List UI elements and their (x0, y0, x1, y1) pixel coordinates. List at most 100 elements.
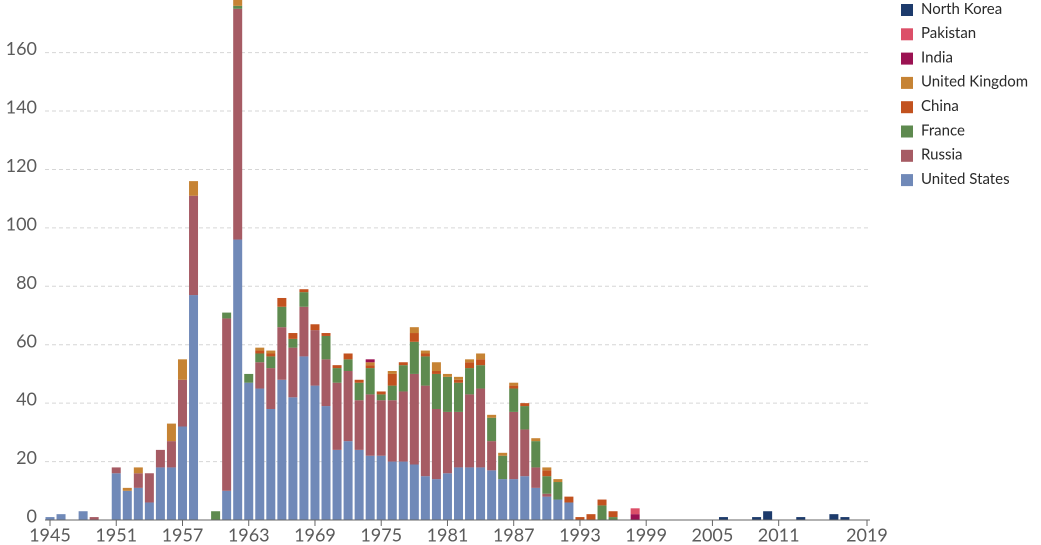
bar-segment (398, 461, 408, 520)
bar-segment (431, 371, 441, 374)
bar-segment (454, 467, 463, 520)
bar-segment (310, 324, 320, 331)
bar-segment (288, 397, 298, 520)
bar-segment (630, 514, 640, 520)
y-tick-label: 40 (16, 388, 37, 410)
bar-segment (531, 487, 541, 520)
bar-segment (597, 505, 607, 520)
bar-segment (531, 438, 541, 442)
bar-segment (233, 239, 243, 520)
bar-segment (189, 195, 199, 296)
bar-segment (222, 490, 232, 520)
bar-segment (608, 517, 618, 520)
bar-segment (288, 333, 298, 339)
bar-segment (465, 467, 475, 520)
bar-segment (266, 368, 276, 409)
bar-segment (465, 368, 475, 395)
bar-segment (45, 517, 55, 520)
bar-segment (487, 441, 497, 471)
bar-segment (553, 499, 563, 520)
bar-segment (498, 452, 508, 456)
bar-segment (233, 8, 243, 240)
bar-segment (376, 394, 386, 401)
bar-segment (420, 476, 430, 520)
bar-segment (222, 318, 232, 491)
bar-segment (476, 467, 486, 520)
bar-segment (409, 464, 419, 520)
bar-segment (465, 394, 475, 468)
bar-segment (78, 511, 88, 520)
bar-segment (321, 333, 331, 336)
bar-segment (542, 493, 552, 497)
bar-segment (321, 406, 331, 520)
bar-segment (166, 441, 176, 468)
bar-segment (763, 511, 773, 520)
bar-segment (277, 379, 287, 520)
bar-segment (542, 476, 552, 494)
bar-segment (332, 365, 342, 369)
bar-segment (431, 373, 441, 409)
bar-segment (520, 429, 530, 477)
bar-segment (343, 353, 353, 360)
y-tick-label: 0 (27, 505, 37, 527)
bar-segment (299, 292, 309, 307)
bar-segment (454, 382, 463, 412)
bar-segment (376, 455, 386, 520)
bar-segment (387, 461, 397, 520)
bar-segment (387, 385, 397, 401)
bar-segment (56, 514, 66, 520)
legend-label: United States (921, 170, 1010, 188)
bar-segment (133, 473, 143, 488)
bar-segment (365, 362, 375, 366)
bar-segment (531, 441, 541, 468)
bar-segment (365, 359, 375, 363)
bar-segment (133, 487, 143, 520)
bar-segment (542, 470, 552, 477)
legend-swatch (901, 125, 913, 138)
bar-segment (277, 327, 287, 380)
bar-segment (365, 394, 375, 456)
bar-segment (354, 382, 364, 401)
bar-segment (442, 473, 452, 520)
bar-segment (442, 373, 452, 377)
bar-segment (111, 467, 121, 474)
bar-segment (454, 411, 463, 468)
bar-segment (398, 391, 408, 462)
bar-segment (564, 496, 574, 503)
legend-label: Pakistan (921, 24, 976, 42)
bar-segment (343, 441, 353, 520)
legend-label: Russia (921, 146, 963, 164)
bar-segment (431, 408, 441, 480)
bar-segment (233, 5, 243, 9)
bar-segment (454, 376, 463, 380)
legend-swatch (901, 76, 913, 89)
bar-segment (222, 312, 232, 319)
bar-segment (398, 365, 408, 392)
bar-segment (211, 511, 221, 520)
bar-segment (376, 391, 386, 395)
bar-segment (465, 362, 475, 369)
legend-label: United Kingdom (921, 73, 1028, 91)
bar-segment (189, 295, 199, 520)
bar-segment (409, 327, 419, 334)
x-tick-label: 1999 (625, 524, 667, 545)
bar-segment (387, 371, 397, 374)
bar-segment (376, 400, 386, 456)
bar-segment (409, 333, 419, 342)
legend-label: North Korea (921, 0, 1002, 18)
y-tick-label: 20 (16, 446, 37, 468)
bar-segment (177, 426, 187, 520)
bar-segment (343, 359, 353, 372)
bar-segment (354, 379, 364, 383)
bar-segment (431, 479, 441, 520)
bar-segment (189, 181, 199, 196)
bar-segment (509, 479, 519, 520)
bar-segment (111, 473, 121, 520)
bar-segment (255, 353, 265, 363)
legend-label: India (921, 48, 953, 66)
bar-segment (343, 371, 353, 442)
bar-segment (288, 347, 298, 398)
bar-segment (266, 408, 276, 520)
x-tick-label: 1963 (228, 524, 270, 545)
bar-segment (498, 479, 508, 520)
